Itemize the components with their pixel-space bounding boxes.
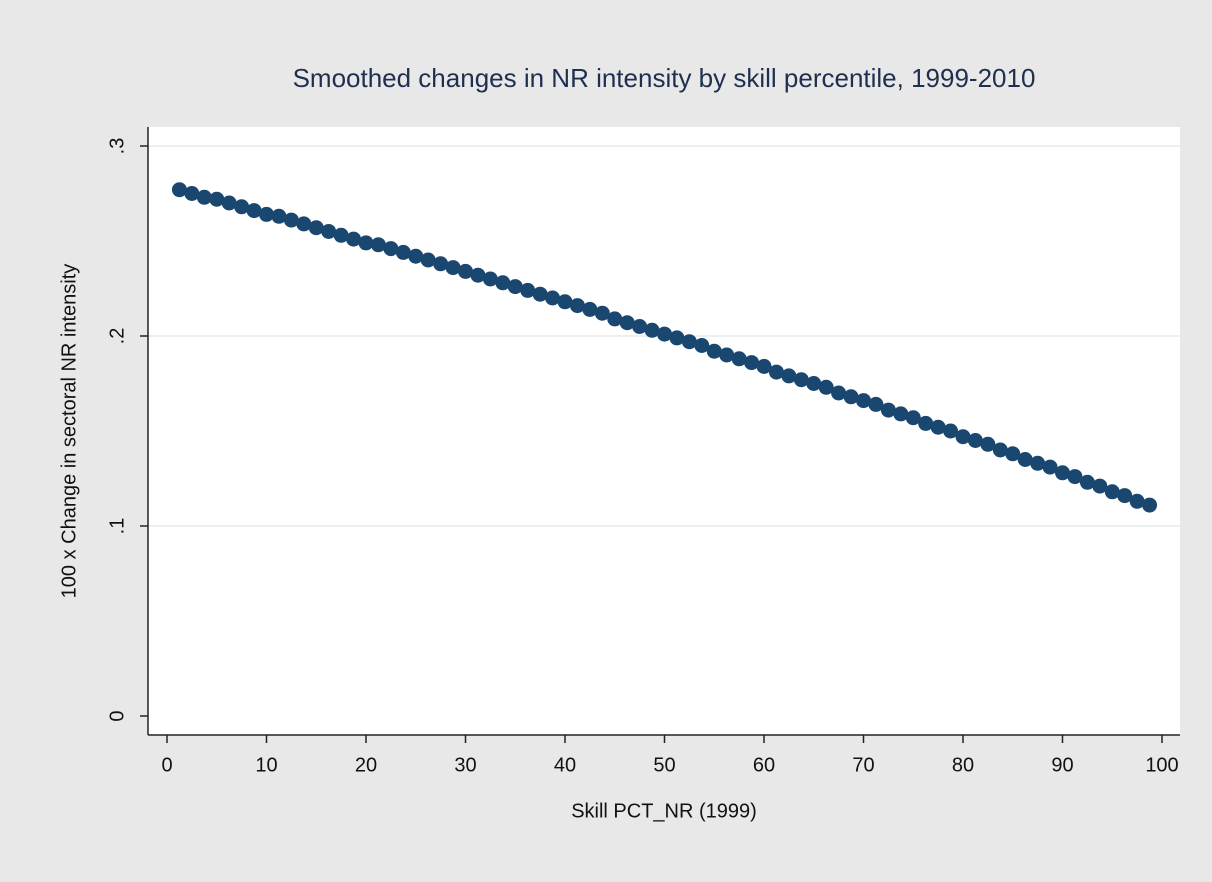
scatter-point xyxy=(1079,474,1095,490)
scatter-point xyxy=(967,433,983,448)
x-tick-label: 20 xyxy=(355,754,377,776)
scatter-point xyxy=(358,235,374,251)
scatter-point xyxy=(221,195,237,211)
y-tick-label: .3 xyxy=(106,138,128,155)
scatter-point xyxy=(793,372,809,388)
scatter-point xyxy=(184,186,200,201)
scatter-point xyxy=(196,189,212,205)
scatter-point xyxy=(234,199,250,215)
scatter-point xyxy=(918,415,934,431)
x-tick-label: 10 xyxy=(255,754,277,776)
scatter-point xyxy=(482,271,498,287)
scatter-point xyxy=(669,330,685,346)
scatter-point xyxy=(768,364,784,380)
scatter-point xyxy=(1042,459,1058,475)
scatter-point xyxy=(408,248,424,264)
x-tick-label: 90 xyxy=(1051,754,1073,776)
x-tick-label: 80 xyxy=(952,754,974,776)
scatter-point xyxy=(893,406,909,422)
scatter-point xyxy=(843,389,859,405)
scatter-point xyxy=(731,351,747,367)
scatter-point xyxy=(1017,452,1033,467)
chart-title: Smoothed changes in NR intensity by skil… xyxy=(293,63,1036,93)
scatter-point xyxy=(395,244,411,260)
x-tick-label: 100 xyxy=(1145,754,1178,776)
x-tick-label: 0 xyxy=(161,754,172,776)
scatter-point xyxy=(458,263,473,279)
scatter-point xyxy=(246,203,262,219)
x-tick-label: 60 xyxy=(753,754,775,776)
scatter-point xyxy=(569,298,585,314)
scatter-point xyxy=(632,319,648,334)
scatter-point xyxy=(719,347,735,363)
scatter-point xyxy=(346,231,362,247)
scatter-point xyxy=(1104,484,1120,500)
x-tick-label: 40 xyxy=(554,754,576,776)
scatter-point xyxy=(905,410,921,426)
scatter-point xyxy=(1129,493,1145,509)
scatter-point xyxy=(1092,478,1108,494)
scatter-point xyxy=(781,368,797,384)
scatter-point xyxy=(706,343,722,359)
scatter-point xyxy=(930,419,946,435)
scatter-point xyxy=(1142,497,1158,513)
scatter-point xyxy=(1067,469,1083,485)
scatter-point xyxy=(1117,488,1133,504)
scatter-point xyxy=(445,260,461,276)
scatter-point xyxy=(520,282,536,298)
scatter-point xyxy=(296,216,312,232)
x-tick-label: 50 xyxy=(653,754,675,776)
scatter-point xyxy=(433,256,449,272)
scatter-point xyxy=(495,275,511,291)
scatter-point xyxy=(308,220,324,236)
x-axis-label: Skill PCT_NR (1999) xyxy=(571,800,757,822)
scatter-point xyxy=(259,206,274,222)
y-tick-label: .1 xyxy=(106,518,128,535)
scatter-point xyxy=(644,322,660,338)
scatter-point xyxy=(1005,446,1021,462)
scatter-point xyxy=(943,423,959,439)
scatter-point xyxy=(470,267,486,283)
scatter-point xyxy=(271,208,287,224)
scatter-point xyxy=(420,252,436,268)
scatter-point xyxy=(321,224,337,239)
scatter-point xyxy=(980,436,996,452)
scatter-point xyxy=(1030,455,1046,471)
scatter-point xyxy=(532,286,548,302)
scatter-point xyxy=(856,393,871,409)
scatter-point xyxy=(283,212,299,228)
x-tick-label: 70 xyxy=(852,754,874,776)
scatter-point xyxy=(1055,465,1070,481)
scatter-point xyxy=(992,442,1008,458)
scatter-point xyxy=(818,379,834,395)
scatter-point xyxy=(744,355,760,371)
scatter-point xyxy=(582,301,598,317)
scatter-point xyxy=(756,358,772,374)
scatter-point xyxy=(831,385,847,401)
x-tick-label: 30 xyxy=(454,754,476,776)
scatter-point xyxy=(806,376,822,391)
scatter-point xyxy=(545,290,561,306)
scatter-point xyxy=(171,182,187,198)
scatter-point xyxy=(681,334,697,350)
scatter-point xyxy=(694,338,710,353)
scatter-point xyxy=(868,396,884,412)
scatter-point xyxy=(507,279,523,295)
y-tick-label: 0 xyxy=(106,710,128,721)
y-tick-label: .2 xyxy=(106,328,128,345)
scatter-point xyxy=(607,311,623,327)
scatter-point xyxy=(209,191,225,207)
scatter-point xyxy=(594,305,610,321)
scatter-point xyxy=(383,241,399,257)
y-axis-label: 100 x Change in sectoral NR intensity xyxy=(58,264,80,599)
scatter-point xyxy=(880,402,896,418)
scatter-point xyxy=(333,227,349,243)
scatter-point xyxy=(370,237,386,253)
scatter-point xyxy=(557,294,573,310)
scatter-point xyxy=(619,315,635,331)
scatter-point xyxy=(955,429,971,445)
scatter-point xyxy=(657,326,672,342)
